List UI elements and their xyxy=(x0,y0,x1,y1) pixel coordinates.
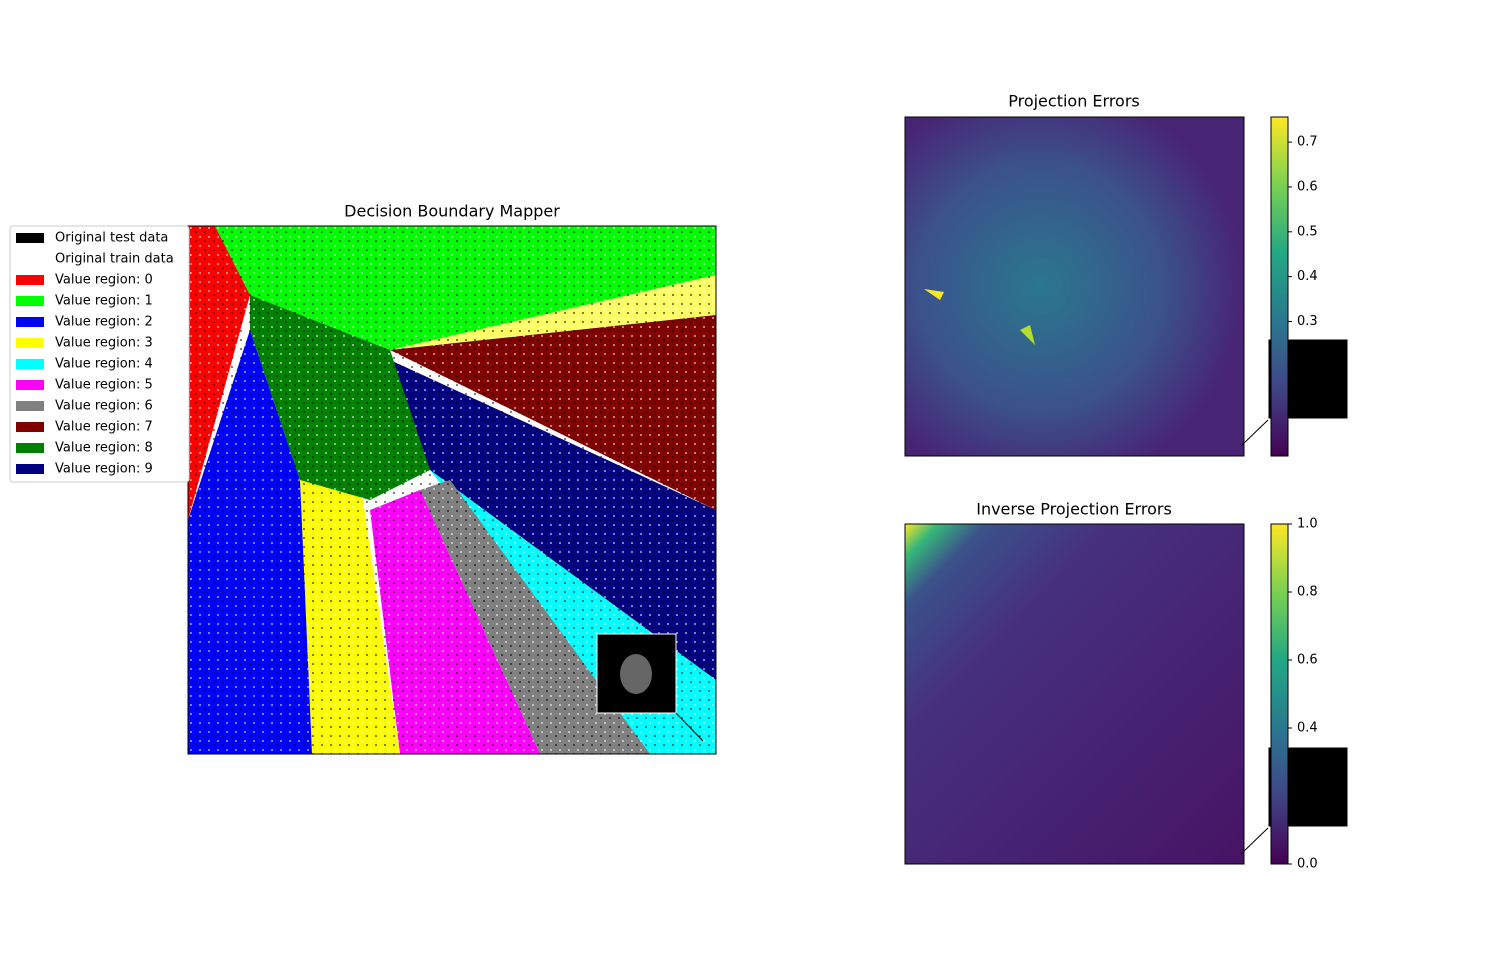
legend-swatch xyxy=(16,401,44,411)
legend-label: Value region: 1 xyxy=(55,294,153,309)
chart-title: Inverse Projection Errors xyxy=(976,500,1172,519)
legend-label: Value region: 6 xyxy=(55,399,153,414)
chart-title: Decision Boundary Mapper xyxy=(344,202,560,221)
legend-swatch xyxy=(16,338,44,348)
projection-map xyxy=(904,116,1349,457)
colorbar xyxy=(1270,523,1289,865)
legend-label: Value region: 8 xyxy=(55,441,153,456)
legend xyxy=(9,225,190,483)
legend-swatch xyxy=(16,233,44,243)
y-tick-label: 0.0 xyxy=(1297,857,1318,872)
y-tick-label: 0.3 xyxy=(1297,314,1318,329)
legend-label: Original train data xyxy=(55,252,174,267)
y-tick-label: 0.2 xyxy=(1297,789,1318,804)
legend-label: Value region: 7 xyxy=(55,420,153,435)
legend-label: Value region: 3 xyxy=(55,336,153,351)
y-tick-label: 0.4 xyxy=(1297,269,1318,284)
y-tick-label: 0.6 xyxy=(1297,653,1318,668)
legend-label: Original test data xyxy=(55,231,168,246)
y-tick-label: 0.5 xyxy=(1297,224,1318,239)
legend-swatch xyxy=(16,296,44,306)
y-tick-label: 0.2 xyxy=(1297,359,1318,374)
y-tick-label: 0.8 xyxy=(1297,585,1318,600)
legend-label: Value region: 2 xyxy=(55,315,153,330)
legend-swatch xyxy=(16,443,44,453)
legend-swatch xyxy=(16,254,44,264)
legend-swatch xyxy=(16,464,44,474)
legend-label: Value region: 9 xyxy=(55,462,153,477)
decision-map xyxy=(187,225,717,755)
legend-swatch xyxy=(16,380,44,390)
legend-label: Value region: 5 xyxy=(55,378,153,393)
legend-label: Value region: 0 xyxy=(55,273,153,288)
y-tick-label: 0.6 xyxy=(1297,179,1318,194)
y-tick-label: 1.0 xyxy=(1297,517,1318,532)
colorbar xyxy=(1270,116,1289,457)
legend-label: Value region: 4 xyxy=(55,357,153,372)
legend-swatch xyxy=(16,359,44,369)
y-tick-label: 0.4 xyxy=(1297,721,1318,736)
legend-swatch xyxy=(16,422,44,432)
legend-swatch xyxy=(16,275,44,285)
chart-title: Projection Errors xyxy=(1008,92,1140,111)
y-tick-label: 0.7 xyxy=(1297,135,1318,150)
legend-swatch xyxy=(16,317,44,327)
